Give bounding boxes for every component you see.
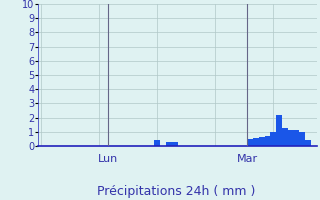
Bar <box>259 137 265 146</box>
Bar <box>155 140 160 146</box>
Bar <box>276 115 282 146</box>
Text: Lun: Lun <box>98 154 118 164</box>
Bar <box>253 138 259 146</box>
Bar <box>282 128 288 146</box>
Text: Mar: Mar <box>236 154 258 164</box>
Bar <box>300 132 305 146</box>
Text: Précipitations 24h ( mm ): Précipitations 24h ( mm ) <box>97 185 255 198</box>
Bar <box>305 140 311 146</box>
Bar <box>270 132 276 146</box>
Bar <box>247 139 253 146</box>
Bar <box>265 136 270 146</box>
Bar <box>288 130 294 146</box>
Bar <box>166 142 172 146</box>
Bar <box>172 142 178 146</box>
Bar <box>294 130 300 146</box>
